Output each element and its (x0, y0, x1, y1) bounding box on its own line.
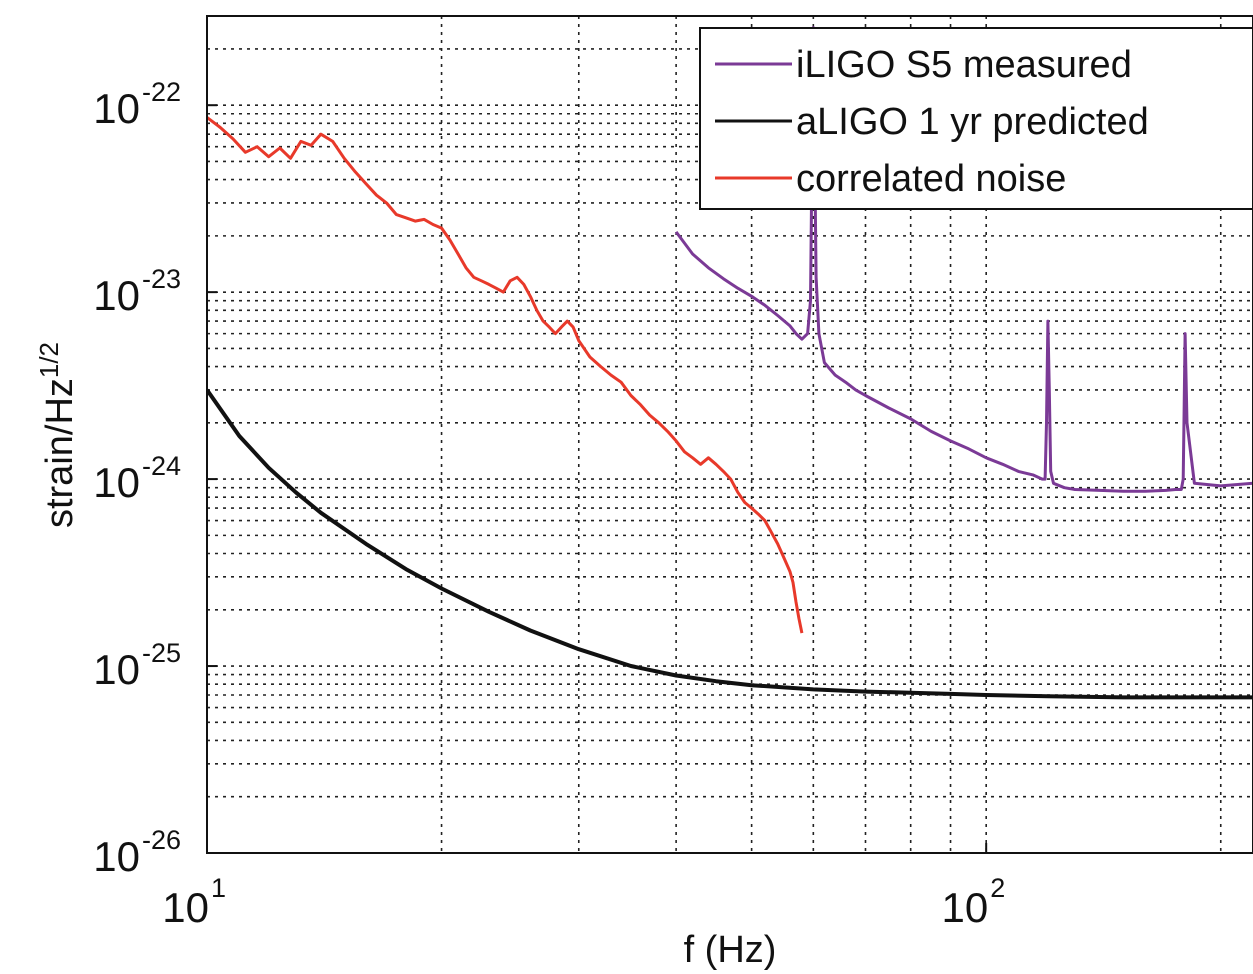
y-axis-label-exp: 1/2 (34, 342, 64, 378)
y-axis-label: strain/Hz1/2 (34, 342, 81, 528)
y-tick-label: 10 (93, 646, 140, 693)
y-tick-label: 10 (93, 459, 140, 506)
legend-label: iLIGO S5 measured (796, 44, 1132, 86)
legend-box (699, 27, 1253, 210)
legend-label: aLIGO 1 yr predicted (796, 101, 1149, 143)
y-tick-exponent: -22 (142, 77, 181, 107)
series-line-1 (674, 26, 1253, 493)
x-tick-exponent: 2 (990, 873, 1005, 903)
y-tick-label: 10 (93, 85, 140, 132)
legend-label: correlated noise (796, 158, 1066, 200)
y-axis-label-base: strain/Hz (39, 378, 81, 528)
plot-frame (206, 15, 1253, 854)
x-tick-label: 10 (941, 884, 988, 931)
series-lines (207, 26, 1253, 700)
x-tick-exponent: 1 (211, 873, 226, 903)
x-tick-label: 10 (162, 884, 209, 931)
y-tick-exponent: -26 (142, 825, 181, 855)
legend: iLIGO S5 measured aLIGO 1 yr predicted cor… (699, 27, 1253, 210)
y-tick-exponent: -25 (142, 638, 181, 668)
y-tick-label: 10 (93, 833, 140, 880)
series-line-2 (207, 388, 1253, 700)
y-tick-exponent: -24 (142, 451, 181, 481)
y-tick-exponent: -23 (142, 264, 181, 294)
y-tick-label: 10 (93, 272, 140, 319)
x-axis-label: f (Hz) (684, 929, 777, 971)
series-line-3 (207, 116, 804, 634)
